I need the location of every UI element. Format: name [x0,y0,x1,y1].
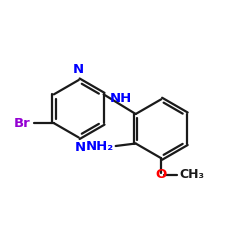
Text: N: N [75,141,86,154]
Text: Br: Br [13,116,30,130]
Text: O: O [156,168,167,181]
Text: NH: NH [109,92,132,105]
Text: CH₃: CH₃ [180,168,204,181]
Text: NH₂: NH₂ [86,140,114,152]
Text: N: N [73,63,84,76]
